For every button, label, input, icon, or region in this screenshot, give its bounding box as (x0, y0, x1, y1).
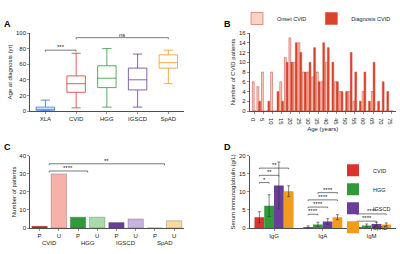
svg-text:CVID: CVID (69, 116, 84, 122)
svg-text:****: **** (308, 208, 318, 214)
svg-text:20: 20 (19, 93, 26, 99)
svg-text:C: C (4, 142, 11, 152)
svg-text:0: 0 (242, 108, 246, 114)
svg-text:Age at diagnosis (yr): Age at diagnosis (yr) (7, 44, 13, 99)
svg-text:0: 0 (250, 118, 256, 122)
svg-text:4: 4 (242, 89, 246, 95)
svg-text:**: ** (272, 162, 277, 168)
svg-text:0: 0 (242, 225, 246, 231)
svg-text:B: B (224, 19, 231, 29)
svg-text:Number of patients: Number of patients (11, 167, 17, 218)
svg-text:****: **** (367, 208, 377, 214)
svg-text:IGSCD: IGSCD (128, 116, 148, 122)
svg-text:55: 55 (351, 118, 357, 125)
svg-text:20: 20 (19, 189, 26, 195)
svg-text:D: D (224, 142, 231, 152)
svg-text:ns: ns (119, 32, 125, 38)
svg-text:75: 75 (387, 118, 393, 125)
svg-text:70: 70 (378, 118, 384, 125)
svg-text:U: U (95, 233, 99, 239)
svg-text:A: A (4, 19, 11, 29)
svg-text:65: 65 (369, 118, 375, 125)
svg-text:HGG: HGG (373, 186, 386, 192)
svg-text:IgG: IgG (269, 233, 279, 239)
svg-text:12: 12 (239, 50, 246, 56)
svg-text:20: 20 (239, 153, 246, 159)
svg-text:45: 45 (333, 118, 339, 125)
svg-text:IgA: IgA (318, 233, 327, 239)
svg-text:****: **** (323, 187, 333, 193)
svg-text:*: * (263, 177, 266, 183)
svg-text:IGSCD: IGSCD (116, 240, 136, 246)
svg-text:Number of CVID patients: Number of CVID patients (230, 39, 236, 106)
svg-text:**: ** (104, 158, 109, 164)
svg-text:10: 10 (19, 207, 26, 213)
svg-text:P: P (114, 233, 118, 239)
svg-text:30: 30 (305, 118, 311, 125)
svg-text:14: 14 (239, 40, 246, 46)
svg-text:10: 10 (239, 189, 246, 195)
svg-text:P: P (153, 233, 157, 239)
svg-text:80: 80 (19, 46, 26, 52)
svg-text:XLA: XLA (40, 116, 51, 122)
svg-text:****: **** (318, 194, 328, 200)
svg-text:40: 40 (19, 153, 26, 159)
svg-text:35: 35 (314, 118, 320, 125)
svg-text:16: 16 (239, 30, 246, 36)
svg-text:2: 2 (242, 98, 246, 104)
svg-text:***: *** (57, 44, 65, 50)
svg-text:IgM: IgM (367, 233, 377, 239)
svg-text:6: 6 (242, 79, 246, 85)
svg-text:SpAD: SpAD (157, 240, 173, 246)
svg-text:8: 8 (242, 69, 246, 75)
svg-text:**: ** (267, 169, 272, 175)
svg-text:Serum immunoglobulin (g/L): Serum immunoglobulin (g/L) (230, 154, 236, 229)
svg-text:****: **** (313, 201, 323, 207)
svg-text:10: 10 (268, 118, 274, 125)
svg-text:30: 30 (19, 171, 26, 177)
svg-text:U: U (172, 233, 176, 239)
svg-text:Diagnosis CVID: Diagnosis CVID (351, 16, 390, 22)
svg-text:15: 15 (239, 171, 246, 177)
svg-text:HGG: HGG (100, 116, 114, 122)
svg-text:Age (years): Age (years) (307, 126, 338, 132)
svg-text:CVID: CVID (42, 240, 57, 246)
svg-text:U: U (134, 233, 138, 239)
svg-text:50: 50 (342, 118, 348, 125)
svg-text:0: 0 (23, 225, 27, 231)
svg-text:10: 10 (239, 59, 246, 65)
svg-text:100: 100 (16, 30, 27, 36)
svg-text:****: **** (362, 215, 372, 221)
svg-text:20: 20 (287, 118, 293, 125)
svg-text:0: 0 (23, 108, 27, 114)
svg-text:P: P (76, 233, 80, 239)
svg-text:60: 60 (360, 118, 366, 125)
svg-text:HGG: HGG (81, 240, 95, 246)
svg-text:Onset CVID: Onset CVID (277, 16, 306, 22)
svg-text:P: P (38, 233, 42, 239)
svg-text:****: **** (63, 165, 73, 171)
svg-text:IGSCD: IGSCD (373, 205, 390, 211)
svg-text:CVID: CVID (373, 167, 386, 173)
svg-text:40: 40 (19, 77, 26, 83)
svg-text:SpAD: SpAD (373, 224, 387, 230)
svg-text:15: 15 (278, 118, 284, 125)
svg-text:40: 40 (323, 118, 329, 125)
svg-text:60: 60 (19, 61, 26, 67)
svg-text:U: U (57, 233, 61, 239)
svg-text:SpAD: SpAD (161, 116, 177, 122)
svg-text:5: 5 (259, 118, 265, 122)
svg-text:5: 5 (242, 207, 246, 213)
svg-text:25: 25 (296, 118, 302, 125)
